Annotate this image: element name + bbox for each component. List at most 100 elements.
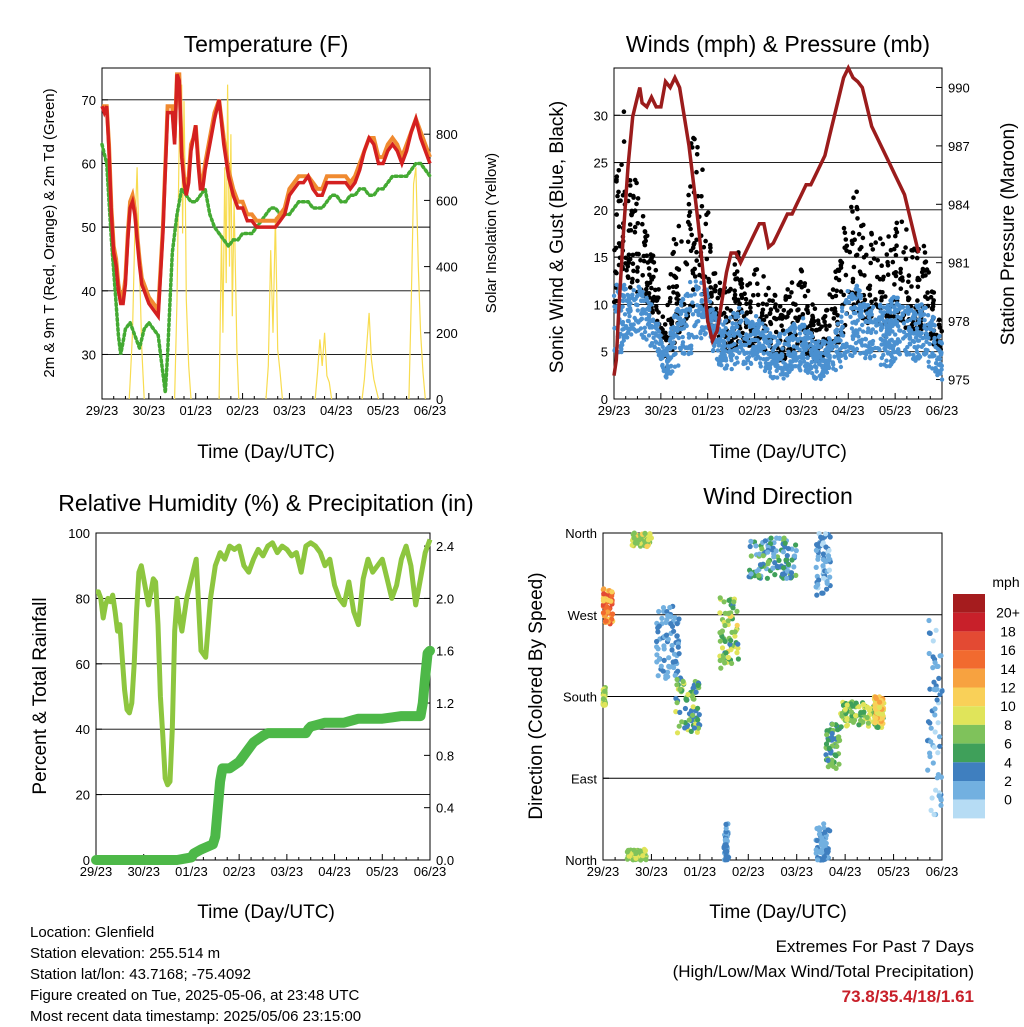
wind-speed-point <box>741 359 747 364</box>
gust-point <box>697 272 702 278</box>
gust-point <box>873 297 878 302</box>
wind-direction-point <box>675 644 681 650</box>
wind-speed-point <box>845 289 850 294</box>
wind-speed-point <box>765 350 770 356</box>
wind-speed-point <box>846 294 852 300</box>
temperature-x-tick-label: 04/23 <box>320 403 353 418</box>
wind-speed-point <box>939 377 945 382</box>
wind-direction-point <box>937 734 943 740</box>
wind-speed-point <box>848 314 853 319</box>
wind-direction-point <box>661 657 667 664</box>
wind-speed-point <box>928 326 933 332</box>
gust-point <box>877 289 883 295</box>
solar-insolation-line <box>314 332 333 400</box>
wind-speed-point <box>653 339 658 344</box>
wind-direction-point <box>734 622 740 629</box>
wind-speed-point <box>827 337 832 342</box>
gust-point <box>676 223 682 229</box>
gust-point <box>625 264 631 269</box>
wind-speed-point <box>756 318 762 323</box>
gust-point <box>852 237 857 242</box>
wind-speed-point <box>674 333 679 338</box>
wind-direction-point <box>674 621 680 627</box>
gust-point <box>833 275 839 281</box>
humidity-x-label: Time (Day/UTC) <box>197 902 335 923</box>
wind-direction-point <box>674 676 680 683</box>
wind-direction-point <box>757 562 764 568</box>
wind-speed-point <box>620 298 626 304</box>
wind-speed-point <box>739 310 745 315</box>
wind-speed-point <box>935 346 940 351</box>
gust-point <box>798 267 804 273</box>
wind-direction-point <box>718 665 724 671</box>
wind-direction-y-tick-label: North <box>565 526 597 541</box>
wind-direction-point <box>879 711 886 717</box>
gust-point <box>787 294 792 300</box>
wind-speed-point <box>764 356 769 362</box>
wind-direction-point <box>672 615 678 621</box>
gust-point <box>640 214 646 219</box>
wind-direction-point <box>719 645 726 651</box>
wind-speed-point <box>859 337 865 342</box>
gust-point <box>868 260 873 266</box>
gust-point <box>850 209 855 214</box>
gust-point <box>890 259 896 265</box>
gust-point <box>667 299 673 304</box>
wind-speed-point <box>922 352 927 357</box>
wind-direction-point <box>686 717 692 723</box>
winds-x-label: Time (Day/UTC) <box>709 442 847 463</box>
gust-point <box>644 286 649 292</box>
colorbar-swatch <box>953 668 985 688</box>
wind-speed-point <box>913 311 918 316</box>
gust-point <box>646 266 652 271</box>
wind-direction-point <box>666 663 672 670</box>
wind-direction-point <box>829 734 835 741</box>
wind-speed-point <box>917 333 923 338</box>
wind-direction-point <box>725 618 731 624</box>
gust-point <box>878 236 883 241</box>
wind-speed-point <box>826 361 831 366</box>
wind-speed-point <box>927 341 932 347</box>
wind-speed-point <box>626 300 631 305</box>
wind-speed-point <box>694 287 700 292</box>
wind-speed-point <box>789 366 794 372</box>
temperature-x-label: Time (Day/UTC) <box>197 442 335 463</box>
wind-direction-point <box>853 700 859 706</box>
gust-point <box>647 272 652 278</box>
wind-direction-point <box>669 647 675 653</box>
wind-direction-point <box>634 540 640 546</box>
precip-y2-tick-label: 0.0 <box>436 853 454 868</box>
pressure-y2-tick-label: 978 <box>948 314 970 329</box>
gust-point <box>923 259 929 265</box>
humidity-title: Relative Humidity (%) & Precipitation (i… <box>58 490 473 516</box>
wind-speed-point <box>834 344 839 349</box>
wind-speed-point <box>627 314 632 319</box>
wind-direction-point <box>932 660 938 666</box>
wind-direction-point <box>934 686 940 692</box>
wind-speed-point <box>770 359 775 364</box>
wind-direction-point <box>723 821 729 828</box>
gust-point <box>623 255 628 261</box>
gust-point <box>744 310 750 315</box>
gust-point <box>861 254 867 260</box>
wind-direction-point <box>821 821 827 827</box>
wind-speed-point <box>826 349 831 355</box>
humidity-y-tick-label: 40 <box>76 722 90 737</box>
wind-speed-point <box>656 329 662 334</box>
gust-point <box>620 193 626 198</box>
wind-speed-point <box>817 354 822 360</box>
wind-speed-point <box>924 327 929 332</box>
wind-direction-point <box>815 857 821 863</box>
wind-speed-point <box>884 364 889 369</box>
wind-speed-point <box>689 343 694 348</box>
wind-speed-point <box>863 319 868 325</box>
wind-direction-point <box>772 560 778 566</box>
wind-speed-point <box>892 321 897 326</box>
wind-speed-point <box>723 326 728 331</box>
gust-point <box>643 238 648 244</box>
humidity-x-tick-label: 03/23 <box>271 864 304 879</box>
gust-point <box>857 269 863 275</box>
gust-point <box>711 271 716 277</box>
wind-direction-x-tick-label: 30/23 <box>635 864 668 879</box>
wind-speed-point <box>729 329 735 335</box>
